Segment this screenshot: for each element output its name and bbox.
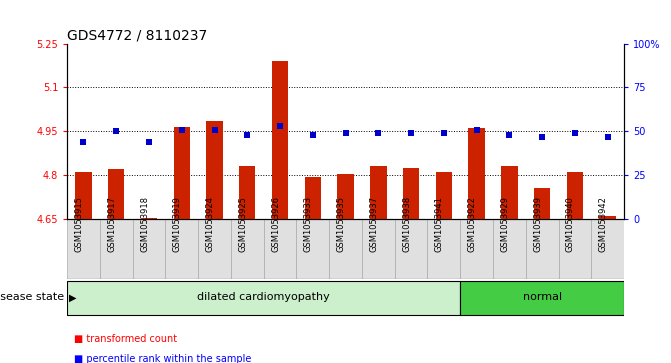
Bar [305,177,321,219]
Bar [67,219,100,279]
Text: GSM1053917: GSM1053917 [107,196,116,252]
Bar [501,167,517,219]
Point [274,123,285,129]
Text: ■ transformed count: ■ transformed count [74,334,177,344]
Text: GSM1053935: GSM1053935 [337,196,346,252]
Point [78,139,89,145]
Bar [198,219,231,279]
Bar [403,168,419,219]
Bar [395,219,427,279]
Text: GSM1053922: GSM1053922 [468,196,476,252]
Bar [370,167,386,219]
Bar [329,219,362,279]
Point [340,130,351,136]
Point [176,127,187,132]
Bar [534,188,550,219]
Bar [264,219,297,279]
Bar [141,218,157,219]
Bar [427,219,460,279]
Bar [460,219,493,279]
Text: disease state: disease state [0,292,64,302]
Text: GSM1053918: GSM1053918 [140,196,149,252]
Text: ▶: ▶ [69,292,76,302]
Text: GSM1053926: GSM1053926 [271,196,280,252]
Bar [493,219,526,279]
Bar [272,61,289,219]
Point [111,129,121,134]
Bar [297,219,329,279]
Text: normal: normal [523,292,562,302]
Point [438,130,449,136]
Text: GSM1053929: GSM1053929 [501,196,509,252]
Bar [338,174,354,219]
Bar [362,219,395,279]
Bar [165,219,198,279]
Bar [75,172,92,219]
Text: GSM1053919: GSM1053919 [172,196,182,252]
Text: GSM1053924: GSM1053924 [205,196,215,252]
Point [307,132,318,138]
Bar [591,219,624,279]
Text: GSM1053940: GSM1053940 [566,196,575,252]
Bar [460,281,624,315]
Point [242,132,253,138]
Bar [133,219,165,279]
Point [144,139,154,145]
Bar [231,219,264,279]
Text: GSM1053942: GSM1053942 [599,196,608,252]
Bar [108,170,124,219]
Text: ■ percentile rank within the sample: ■ percentile rank within the sample [74,354,251,363]
Bar [435,172,452,219]
Bar [207,121,223,219]
Point [603,134,613,139]
Bar [174,127,190,219]
Bar [526,219,558,279]
Text: dilated cardiomyopathy: dilated cardiomyopathy [197,292,330,302]
Point [570,130,580,136]
Point [504,132,515,138]
Text: GDS4772 / 8110237: GDS4772 / 8110237 [67,28,207,42]
Point [537,134,548,139]
Point [471,127,482,132]
Bar [599,216,616,219]
Bar [67,281,460,315]
Text: GSM1053915: GSM1053915 [74,196,83,252]
Point [209,127,220,132]
Bar [567,172,583,219]
Text: GSM1053925: GSM1053925 [238,196,248,252]
Bar [100,219,133,279]
Text: GSM1053938: GSM1053938 [402,196,411,252]
Text: GSM1053933: GSM1053933 [304,196,313,252]
Text: GSM1053939: GSM1053939 [533,196,542,252]
Bar [468,129,485,219]
Text: GSM1053941: GSM1053941 [435,196,444,252]
Text: GSM1053937: GSM1053937 [369,196,378,252]
Bar [239,167,256,219]
Point [373,130,384,136]
Bar [558,219,591,279]
Point [406,130,417,136]
